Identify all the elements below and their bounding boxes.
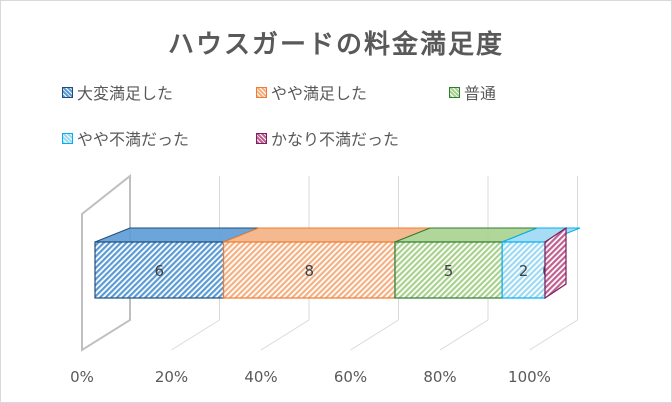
- x-tick-label: 0%: [70, 368, 94, 386]
- x-tick-label: 100%: [508, 368, 551, 386]
- legend-label: 大変満足した: [77, 84, 174, 103]
- data-label: 6: [155, 262, 165, 280]
- legend-swatch-neutral: [449, 86, 460, 98]
- legend-swatch-somewhat-satisfied: [256, 86, 267, 98]
- legend-item-neutral: 普通: [449, 80, 496, 104]
- x-tick-label: 20%: [155, 368, 188, 386]
- legend-item-somewhat-dissatisfied: やや不満だった: [62, 126, 189, 150]
- legend-item-very-dissatisfied: かなり不満だった: [256, 126, 399, 150]
- bar-end-cap: [544, 226, 567, 300]
- bar-segment: [94, 241, 225, 299]
- bar-segment: [501, 241, 546, 299]
- floor-grid-line: [350, 319, 399, 351]
- legend-item-somewhat-satisfied: やや満足した: [256, 80, 367, 104]
- bar-segment: [222, 241, 396, 299]
- legend-item-very-satisfied: 大変満足した: [62, 80, 173, 104]
- legend-label: やや満足した: [271, 84, 368, 103]
- data-label: 8: [305, 262, 315, 280]
- bar-segment: [394, 241, 503, 299]
- data-label: 2: [519, 262, 529, 280]
- floor-grid-line: [260, 319, 310, 351]
- legend-swatch-somewhat-dissatisfied: [62, 132, 73, 144]
- legend-label: やや不満だった: [77, 130, 190, 149]
- data-label: 5: [444, 262, 454, 280]
- legend-label: 普通: [464, 84, 497, 103]
- x-tick-label: 60%: [334, 368, 367, 386]
- legend-swatch-very-satisfied: [62, 86, 73, 98]
- legend-swatch-very-dissatisfied: [256, 132, 267, 144]
- side-wall: [81, 173, 131, 352]
- floor-grid-line: [529, 319, 578, 351]
- x-tick-label: 80%: [423, 368, 456, 386]
- legend-label: かなり不満だった: [271, 130, 400, 149]
- chart-title: ハウスガードの料金満足度: [167, 30, 504, 60]
- floor-grid-line: [439, 319, 489, 351]
- x-tick-label: 40%: [244, 368, 277, 386]
- floor-grid-line: [171, 319, 220, 351]
